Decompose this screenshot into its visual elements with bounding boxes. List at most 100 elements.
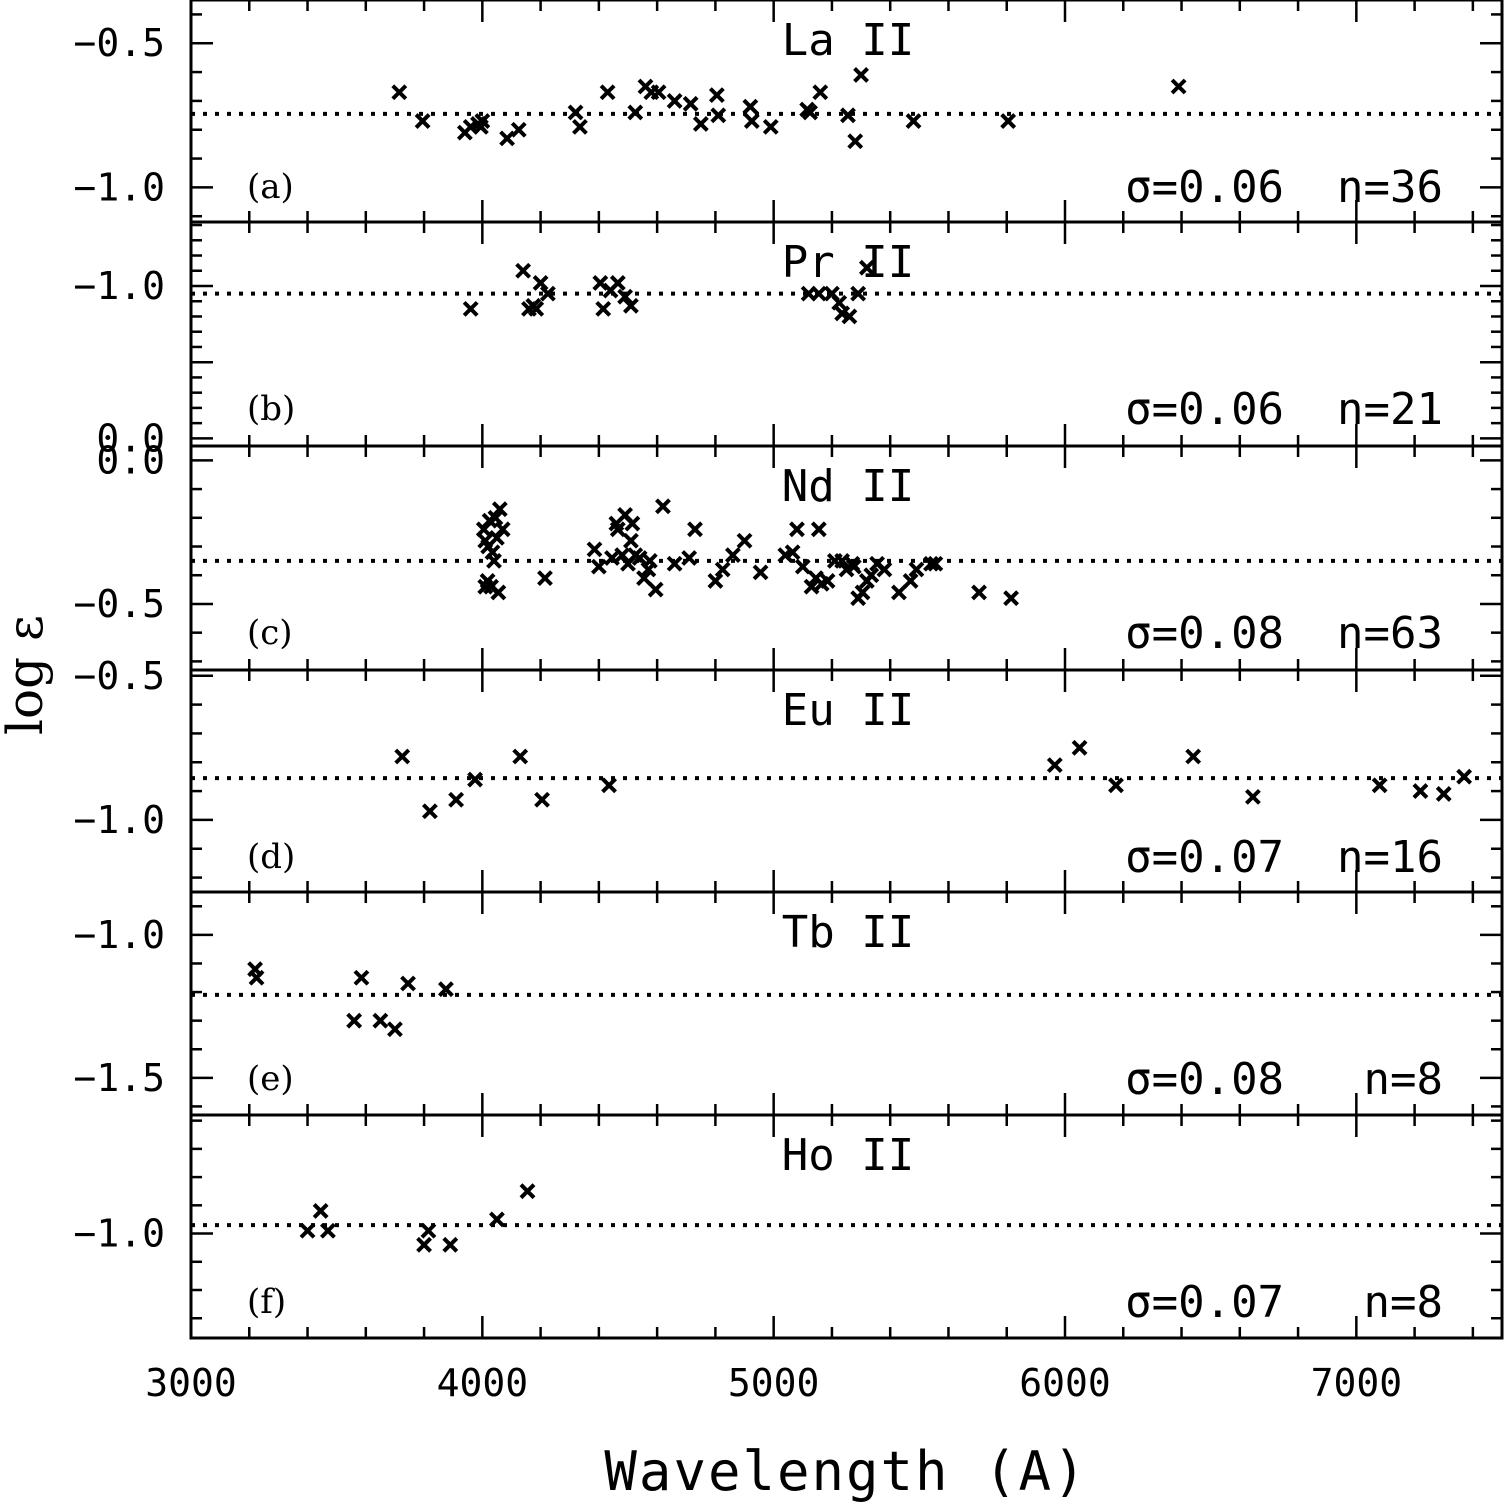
- data-point-stroke: [812, 84, 829, 101]
- data-point-stroke: [752, 564, 769, 581]
- data-point-stroke: [641, 552, 658, 569]
- data-point: [927, 555, 944, 572]
- data-point-stroke: [1244, 788, 1261, 805]
- data-point-stroke: [876, 561, 893, 578]
- data-point-stroke: [1003, 590, 1020, 607]
- data-point: [488, 1211, 505, 1228]
- data-point-stroke: [391, 84, 408, 101]
- data-point-stroke: [474, 113, 491, 130]
- data-point: [510, 121, 527, 138]
- panel-e: −1.0 −1.5 Tb II (e) σ=0.08 n=8: [73, 890, 1504, 1117]
- data-point: [438, 981, 454, 998]
- data-point-stroke: [567, 104, 584, 121]
- data-point-stroke: [248, 969, 265, 986]
- data-point: [853, 67, 869, 83]
- data-point: [710, 107, 727, 124]
- panel-c: 0.0 −0.5 Nd II (c) σ=0.08 n=63: [73, 438, 1504, 672]
- data-point-stroke: [609, 521, 626, 538]
- panel-b: −1.0 0.0 Pr II (b) σ=0.06 n=21: [73, 220, 1504, 460]
- data-point-stroke: [532, 275, 549, 291]
- data-point-stroke: [477, 532, 494, 549]
- data-point: [655, 498, 671, 515]
- panel-stats-label: σ=0.07 n=8: [1125, 1277, 1443, 1328]
- data-point-stroke: [448, 791, 465, 808]
- data-point: [789, 521, 805, 538]
- data-point: [586, 541, 603, 558]
- data-point-stroke: [834, 552, 851, 569]
- data-point: [708, 87, 725, 104]
- x-tick-label: 4000: [437, 1361, 529, 1405]
- data-point-stroke: [742, 98, 759, 115]
- data-point: [1003, 590, 1020, 607]
- data-point: [863, 567, 880, 584]
- data-point-stroke: [692, 116, 709, 132]
- data-point: [1170, 78, 1187, 95]
- data-point: [812, 84, 829, 101]
- data-point-stroke: [902, 573, 919, 589]
- panel-element-label: Eu II: [782, 685, 914, 736]
- x-axis: 3000 4000 5000 6000 7000: [145, 1361, 1402, 1405]
- data-point-stroke: [650, 84, 667, 101]
- data-point-stroke: [609, 275, 626, 291]
- data-point-stroke: [631, 550, 648, 566]
- data-point-stroke: [372, 1012, 389, 1029]
- data-point-stroke: [400, 975, 416, 992]
- data-point: [666, 92, 683, 109]
- data-point: [908, 561, 925, 578]
- data-point-stroke: [834, 305, 851, 322]
- data-point: [636, 570, 652, 587]
- data-point-stroke: [490, 584, 507, 601]
- data-point-stroke: [394, 748, 411, 765]
- data-point-stroke: [416, 1236, 432, 1253]
- data-point-stroke: [586, 541, 603, 558]
- panel-stats-label: σ=0.08 n=8: [1125, 1054, 1443, 1105]
- data-point: [724, 547, 741, 564]
- data-point-stroke: [624, 515, 641, 532]
- data-point-stroke: [515, 262, 532, 279]
- data-point-stroke: [762, 118, 779, 135]
- panel-d: −0.5 −1.0 Eu II (d) σ=0.07 n=16: [73, 654, 1504, 894]
- data-point: [810, 521, 827, 538]
- data-point: [624, 515, 641, 532]
- data-point-stroke: [622, 532, 639, 549]
- data-point: [414, 113, 431, 130]
- data-point: [400, 975, 416, 992]
- data-point: [743, 113, 760, 130]
- data-point: [499, 130, 516, 147]
- data-point-stroke: [1071, 739, 1088, 756]
- data-point-stroke: [499, 130, 516, 147]
- data-point: [803, 578, 820, 595]
- data-point-stroke: [847, 133, 864, 150]
- data-point: [641, 552, 658, 569]
- data-point: [372, 1012, 389, 1029]
- data-point: [840, 107, 856, 124]
- data-point: [736, 532, 753, 549]
- data-point: [647, 581, 664, 598]
- data-point: [714, 561, 731, 578]
- x-axis-label: Wavelength (A): [604, 1440, 1087, 1503]
- x-tick-label: 6000: [1019, 1361, 1111, 1405]
- y-tick-label: −1.0: [73, 1212, 165, 1256]
- y-tick-label: −1.0: [73, 798, 165, 842]
- data-point: [841, 308, 858, 325]
- data-point-stroke: [858, 259, 875, 276]
- data-point-stroke: [420, 1222, 437, 1239]
- data-point-stroke: [840, 107, 856, 124]
- data-point: [421, 803, 438, 820]
- x-tick-label: 5000: [728, 1361, 820, 1405]
- data-point-stroke: [682, 95, 699, 112]
- data-point-stroke: [534, 791, 550, 808]
- data-point-stroke: [666, 555, 683, 572]
- data-point: [387, 1021, 403, 1038]
- data-point-stroke: [869, 555, 886, 572]
- data-point: [490, 584, 507, 601]
- data-point: [847, 133, 864, 150]
- data-point: [891, 584, 907, 601]
- data-point-stroke: [736, 532, 753, 549]
- data-point-stroke: [346, 1012, 363, 1029]
- data-point: [394, 748, 411, 765]
- data-point: [1435, 786, 1452, 802]
- data-point: [595, 300, 612, 317]
- data-point-stroke: [1456, 768, 1473, 785]
- data-point: [834, 552, 851, 569]
